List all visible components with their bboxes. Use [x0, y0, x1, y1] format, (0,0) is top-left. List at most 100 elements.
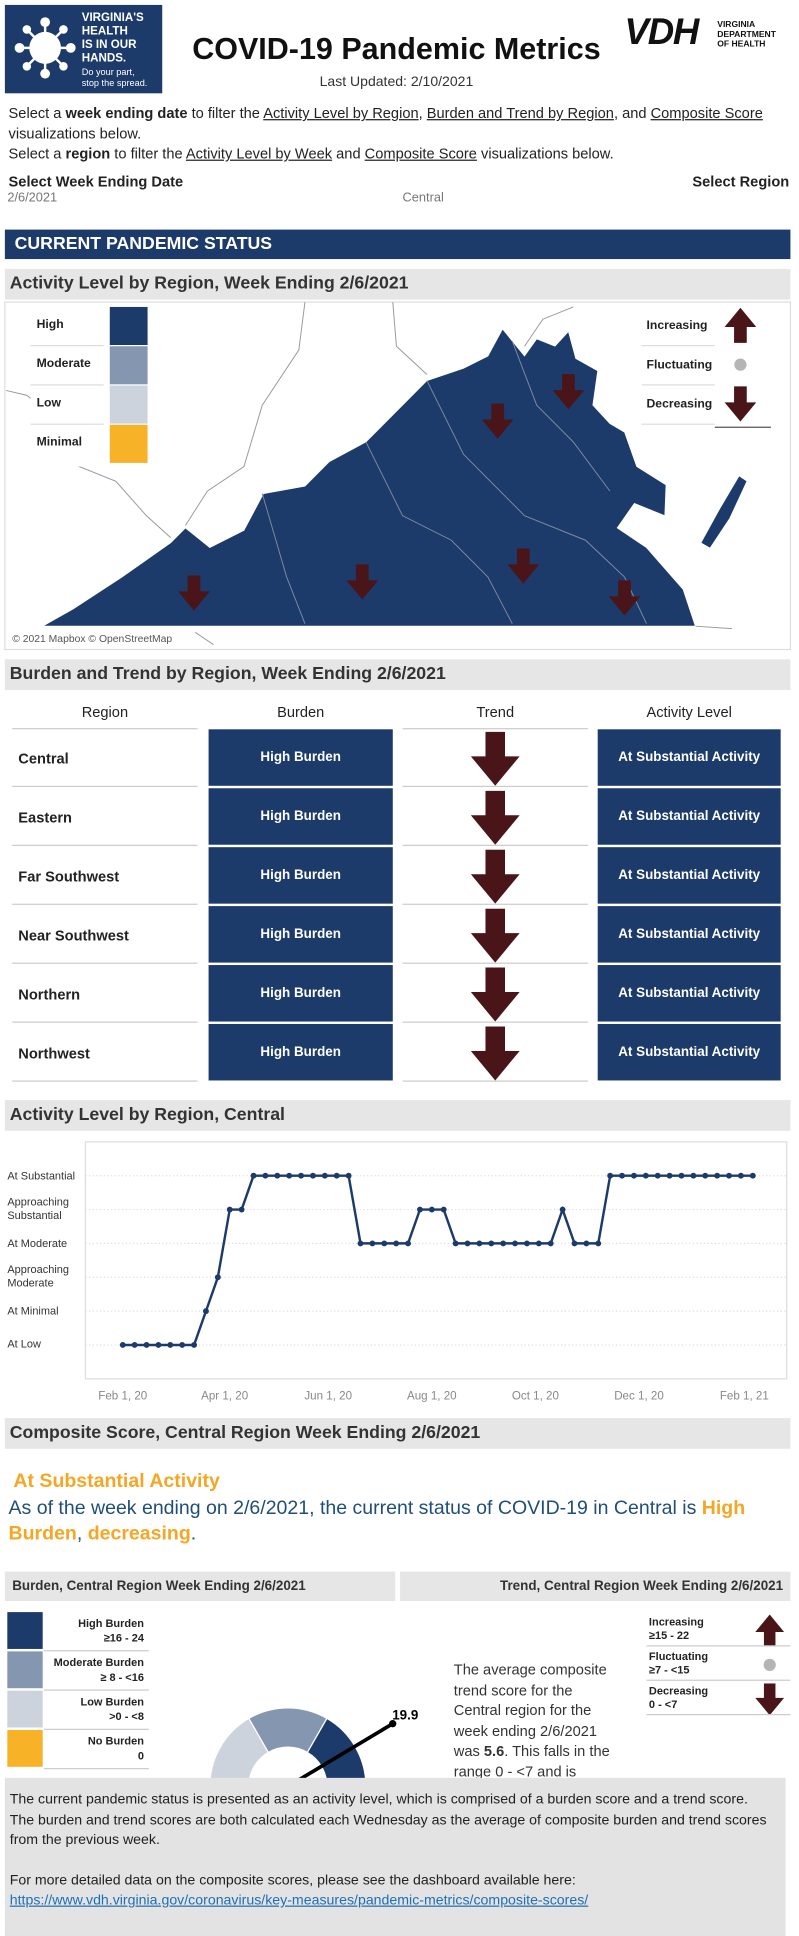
- logo-line: DEPARTMENT: [717, 30, 776, 40]
- logo-line: VIRGINIA: [717, 20, 756, 30]
- x-tick-label: Feb 1, 21: [719, 1389, 769, 1404]
- map-attribution: © 2021 Mapbox © OpenStreetMap: [12, 632, 173, 645]
- data-point: [179, 1342, 186, 1348]
- legend-swatch: [7, 1690, 43, 1728]
- legend-range: 0 - <7: [648, 1698, 678, 1711]
- data-point: [595, 1240, 602, 1247]
- instructions: Select a week ending date to filter the …: [9, 103, 790, 164]
- region-filter-label: Select Region: [692, 173, 790, 191]
- text: Select a: [8, 144, 66, 163]
- text: ,: [418, 104, 427, 122]
- legend-label: High: [36, 318, 64, 332]
- trend-arrow: [470, 908, 520, 963]
- data-point: [512, 1240, 518, 1247]
- y-tick-label: Approaching Substantial: [7, 1196, 69, 1222]
- week-filter-label: Select Week Ending Date: [8, 173, 184, 191]
- text: High Burden: [8, 1497, 746, 1545]
- data-point: [583, 1240, 590, 1247]
- text: to filter the: [110, 144, 186, 163]
- header-rule: [12, 728, 198, 730]
- virginia-map: [41, 328, 696, 627]
- row-rule: [402, 785, 588, 788]
- column-header: Trend: [476, 703, 515, 721]
- text: visualizations below.: [476, 144, 614, 163]
- data-point: [749, 1172, 756, 1179]
- row-rule: [402, 903, 588, 905]
- data-point: [191, 1342, 198, 1348]
- legend-divider: [43, 1728, 149, 1730]
- legend-swatch: [109, 306, 148, 346]
- y-tick-label: At Moderate: [7, 1236, 68, 1249]
- data-point: [405, 1240, 411, 1247]
- column-header: Activity Level: [646, 703, 732, 721]
- burden-cell: High Burden: [208, 965, 393, 1022]
- x-tick-label: Oct 1, 20: [511, 1389, 559, 1404]
- panel-header: Trend, Central Region Week Ending 2/6/20…: [400, 1571, 791, 1602]
- legend-label: Increasing: [646, 319, 708, 333]
- trend-icon: [470, 790, 520, 845]
- logo: VDH: [624, 12, 700, 53]
- data-point: [321, 1172, 328, 1179]
- trend-arrow: [470, 731, 520, 786]
- legend-swatch: [7, 1612, 43, 1649]
- y-tick-label: At Minimal: [7, 1304, 59, 1317]
- trend-arrow: [470, 967, 520, 1022]
- x-tick-label: Dec 1, 20: [614, 1389, 664, 1404]
- legend-label: High Burden: [78, 1617, 144, 1630]
- text: Select a: [8, 104, 66, 122]
- text: Activity Level by Region: [263, 104, 419, 122]
- burden-cell: High Burden: [208, 729, 393, 786]
- data-point: [286, 1172, 293, 1179]
- text: As of the week ending on 2/6/2021, the c…: [8, 1497, 702, 1519]
- legend-dot: [734, 358, 747, 371]
- data-point: [440, 1206, 447, 1213]
- header-rule: [402, 728, 588, 730]
- data-point: [155, 1342, 162, 1348]
- activity-cell: At Substantial Activity: [597, 847, 781, 904]
- legend-swatch: [7, 1651, 43, 1689]
- footer-paragraph: The current pandemic status is presented…: [10, 1790, 791, 1851]
- data-point: [143, 1342, 150, 1348]
- virus-icon: [14, 17, 76, 79]
- footer-link[interactable]: https://www.vdh.virginia.gov/coronavirus…: [9, 1892, 589, 1909]
- badge-line: IS IN OUR: [81, 38, 137, 52]
- data-point: [737, 1172, 744, 1179]
- x-tick-label: Jun 1, 20: [304, 1389, 353, 1404]
- section-header: Activity Level by Region, Central: [4, 1100, 791, 1131]
- row-rule: [402, 844, 588, 846]
- legend-dot: [763, 1658, 776, 1672]
- data-point: [428, 1206, 435, 1213]
- text: The current pandemic status is presented…: [9, 1791, 748, 1808]
- x-tick-label: Apr 1, 20: [201, 1389, 249, 1404]
- footer-paragraph: For more detailed data on the composite …: [9, 1871, 576, 1888]
- data-point: [666, 1172, 673, 1179]
- legend-label: Decreasing: [648, 1684, 709, 1697]
- legend-swatch: [109, 424, 148, 463]
- legend-divider: [30, 423, 104, 425]
- text: and: [332, 144, 365, 163]
- data-point: [559, 1206, 566, 1213]
- legend-range: >0 - <8: [109, 1710, 144, 1723]
- trend-icon: [470, 849, 520, 904]
- region-name: Near Southwest: [18, 926, 129, 945]
- activity-cell: At Substantial Activity: [597, 906, 781, 963]
- region-name: Northwest: [18, 1044, 90, 1063]
- burden-cell: High Burden: [208, 906, 393, 963]
- data-point: [167, 1342, 174, 1348]
- badge-tagline: stop the spread.: [81, 77, 148, 89]
- legend-swatch: [109, 385, 148, 424]
- row-rule: [12, 844, 198, 846]
- data-point: [690, 1172, 697, 1179]
- legend-swatch: [109, 346, 148, 385]
- week-filter-value[interactable]: 2/6/2021: [7, 190, 58, 206]
- legend-range: ≥7 - <15: [648, 1663, 690, 1676]
- panel-header: Burden, Central Region Week Ending 2/6/2…: [4, 1571, 396, 1602]
- activity-cell: At Substantial Activity: [597, 788, 781, 845]
- data-point: [714, 1172, 721, 1179]
- eastern-shore: [701, 476, 747, 548]
- line-series: [122, 1174, 753, 1347]
- text: region: [65, 144, 111, 163]
- text: The average composite trend score for th…: [453, 1661, 607, 1760]
- region-filter-value[interactable]: Central: [402, 190, 444, 206]
